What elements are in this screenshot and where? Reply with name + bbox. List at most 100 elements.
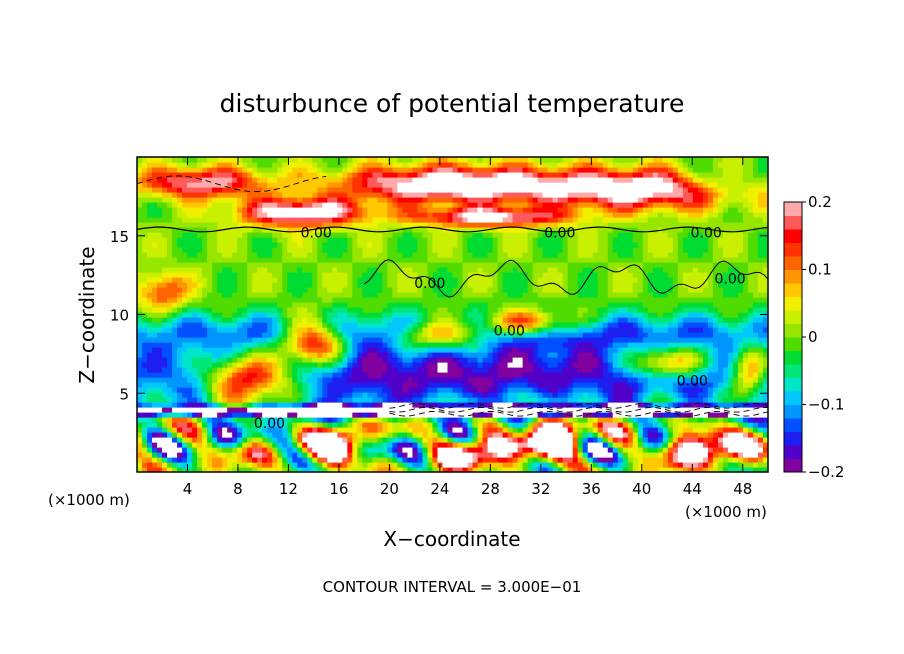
heatmap-cell [192,467,198,472]
heatmap-cell [417,407,424,413]
heatmap-cell [627,307,634,313]
heatmap-cell [397,357,404,363]
heatmap-cell [397,367,404,373]
heatmap-cell [202,337,208,343]
heatmap-cell [607,357,614,363]
heatmap-cell [627,392,634,398]
heatmap-cell [607,392,614,398]
heatmap-cell [412,412,419,418]
heatmap-cell [242,332,248,338]
heatmap-cell [177,362,183,368]
heatmap-cell [162,422,168,428]
heatmap-cell [752,397,759,403]
heatmap-cell [467,337,474,343]
heatmap-cell [432,272,439,278]
heatmap-cell [242,342,248,348]
heatmap-cell [382,367,388,373]
heatmap-cell [167,327,173,333]
heatmap-cell [702,282,709,288]
heatmap-cell [582,297,589,303]
heatmap-cell [152,312,158,318]
heatmap-cell [577,317,584,323]
heatmap-cell [482,312,489,318]
heatmap-cell [452,347,459,353]
heatmap-cell [182,312,188,318]
heatmap-cell [232,362,238,368]
heatmap-cell [592,407,599,413]
heatmap-cell [667,397,674,403]
heatmap-cell [522,352,529,358]
heatmap-cell [562,407,569,413]
heatmap-cell [312,457,318,463]
heatmap-cell [517,447,524,453]
heatmap-cell [557,402,564,408]
heatmap-cell [637,462,644,468]
heatmap-cell [192,437,198,443]
heatmap-cell [617,457,624,463]
heatmap-cell [627,467,634,472]
heatmap-cell [352,292,358,298]
heatmap-cell [307,462,313,468]
heatmap-cell [187,362,193,368]
heatmap-cell [382,397,388,403]
heatmap-cell [142,457,148,463]
heatmap-cell [552,352,559,358]
heatmap-cell [562,412,569,418]
heatmap-cell [212,367,218,373]
heatmap-cell [532,412,539,418]
heatmap-cell [667,332,674,338]
heatmap-cell [522,437,529,443]
heatmap-cell [662,287,669,293]
heatmap-cell [617,427,624,433]
heatmap-cell [562,322,569,328]
heatmap-cell [662,387,669,393]
heatmap-cell [417,392,424,398]
heatmap-cell [697,372,704,378]
heatmap-cell [752,322,759,328]
heatmap-cell [277,342,283,348]
heatmap-cell [582,287,589,293]
heatmap-cell [212,357,218,363]
heatmap-cell [477,392,484,398]
heatmap-cell [247,322,253,328]
heatmap-cell [587,357,594,363]
heatmap-cell [532,407,539,413]
heatmap-cell [627,412,634,418]
heatmap-cell [612,347,619,353]
heatmap-cell [177,422,183,428]
heatmap-cell [457,342,464,348]
heatmap-cell [207,417,213,423]
heatmap-cell [427,312,434,318]
heatmap-cell [327,362,333,368]
heatmap-cell [212,302,218,308]
heatmap-cell [207,342,213,348]
heatmap-cell [277,462,283,468]
heatmap-cell [472,342,479,348]
heatmap-cell [397,407,404,413]
heatmap-cell [707,377,714,383]
heatmap-cell [442,367,449,373]
heatmap-cell [207,377,213,383]
heatmap-cell [692,402,699,408]
heatmap-cell [257,452,263,458]
heatmap-cell [347,272,353,278]
heatmap-cell [252,357,258,363]
heatmap-cell [537,317,544,323]
heatmap-cell [507,422,514,428]
heatmap-cell [327,407,333,413]
heatmap-cell [432,292,439,298]
heatmap-cell [332,407,338,413]
heatmap-cell [212,277,218,283]
heatmap-cell [677,397,684,403]
heatmap-cell [282,302,288,308]
heatmap-cell [367,372,373,378]
heatmap-cell [237,462,243,468]
heatmap-cell [542,382,549,388]
heatmap-cell [667,277,674,283]
heatmap-cell [197,387,203,393]
heatmap-cell [257,422,263,428]
heatmap-cell [367,327,373,333]
heatmap-cell [417,437,424,443]
heatmap-cell [672,467,679,472]
heatmap-cell [452,447,459,453]
